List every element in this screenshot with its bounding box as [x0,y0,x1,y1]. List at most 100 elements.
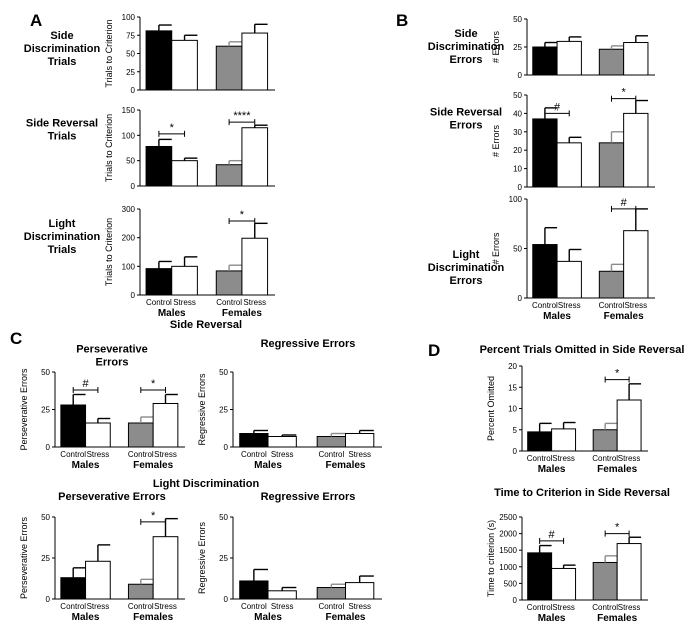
x-category-label: Stress [552,454,575,463]
sig-label: * [151,378,156,390]
bar [316,436,346,448]
y-tick-label: 0 [46,443,51,452]
y-tick-label: 100 [122,13,136,22]
chart-title-line: Discrimination [24,231,101,243]
y-axis-label: # Errors [491,125,501,158]
y-tick-label: 2500 [499,513,517,522]
y-tick-label: 0 [518,294,523,303]
chart-8: Regressive Errors 0 25 50 Regressive Errors C… [197,338,382,471]
x-category-label: Control [592,454,618,463]
y-tick-label: 150 [122,106,136,115]
y-tick-label: 0 [131,86,136,95]
bar [60,577,87,600]
bar [598,270,625,299]
y-axis-label: Trials to Criterion [104,19,114,87]
y-tick-label: 10 [513,165,522,174]
y-axis-label: Percent Omitted [486,376,496,441]
chart-title-line: Trials [48,56,77,68]
bar [171,265,198,296]
bar [316,587,346,600]
chart-title-line: Trials [48,131,77,143]
bar [215,45,243,91]
bar [592,429,618,452]
sig-label: * [615,368,620,380]
y-tick-label: 300 [122,205,136,214]
bar [598,48,625,76]
y-tick-label: 0 [224,595,229,604]
y-tick-label: 0 [513,447,518,456]
sig-label: * [240,209,245,221]
sig-label: * [621,87,626,99]
y-tick-label: 100 [122,131,136,140]
bar [592,561,618,601]
bar [152,536,179,600]
y-tick-label: 1000 [499,563,517,572]
bar [551,428,577,452]
chart-9: Perseverative Errors 0 25 50 Perseverative E… [19,491,185,623]
y-tick-label: 50 [513,91,522,100]
chart-title-line: Errors [449,120,482,132]
bar [239,580,269,600]
y-axis-label: Regressive Errors [197,373,207,446]
y-tick-label: 0 [513,596,518,605]
y-tick-label: 25 [219,406,228,415]
chart-11: Percent Trials Omitted in Side Reversal 0… [480,344,685,475]
bar [239,433,269,448]
y-tick-label: 5 [513,426,518,435]
sig-label: # [549,529,556,541]
x-category-label: Control [527,454,553,463]
chart-title-line: Discrimination [24,43,101,55]
x-group-label: Males [538,464,566,475]
x-category-label: Stress [618,454,641,463]
bar [556,260,582,299]
panel-letter-a: A [30,11,42,30]
y-tick-label: 50 [513,245,522,254]
bar [551,567,577,601]
y-axis-label: Time to criterion (s) [486,520,496,597]
x-category-label: Stress [271,602,294,611]
chart-title-line: Errors [449,275,482,287]
x-category-label: Stress [87,602,110,611]
x-category-label: Control [527,603,553,612]
y-tick-label: 0 [46,595,51,604]
chart-title-line: Time to Criterion in Side Reversal [494,487,670,499]
bar [556,40,582,76]
x-group-label: Males [254,460,282,471]
x-category-label: Stress [154,602,177,611]
y-axis-label: # Errors [491,31,501,64]
bar [241,32,269,91]
x-category-label: Control [592,603,618,612]
y-tick-label: 25 [41,554,50,563]
x-category-label: Control [128,450,154,459]
y-tick-label: 40 [513,109,522,118]
bar [623,230,649,299]
bar [241,237,269,296]
x-group-label: Males [254,612,282,623]
chart-title-line: Errors [449,54,482,66]
x-group-label: Males [72,612,100,623]
y-tick-label: 0 [131,291,136,300]
y-tick-label: 50 [513,15,522,24]
y-tick-label: 30 [513,128,522,137]
chart-title-line: Perseverative [76,344,148,356]
x-group-label: Females [597,464,637,475]
bar [527,552,553,601]
charts-layer: SideDiscriminationTrials0255075100Trials… [19,13,684,624]
sig-label: * [170,122,175,134]
x-category-label: Control [318,602,344,611]
bar [623,42,649,76]
y-tick-label: 10 [508,405,517,414]
y-tick-label: 20 [513,146,522,155]
bar [344,433,375,448]
bar [145,30,173,91]
y-tick-label: 50 [219,513,228,522]
y-axis-label: Trials to Criterion [104,114,114,182]
x-category-label: Stress [348,602,371,611]
y-axis-label: Perseverative Errors [19,516,29,599]
